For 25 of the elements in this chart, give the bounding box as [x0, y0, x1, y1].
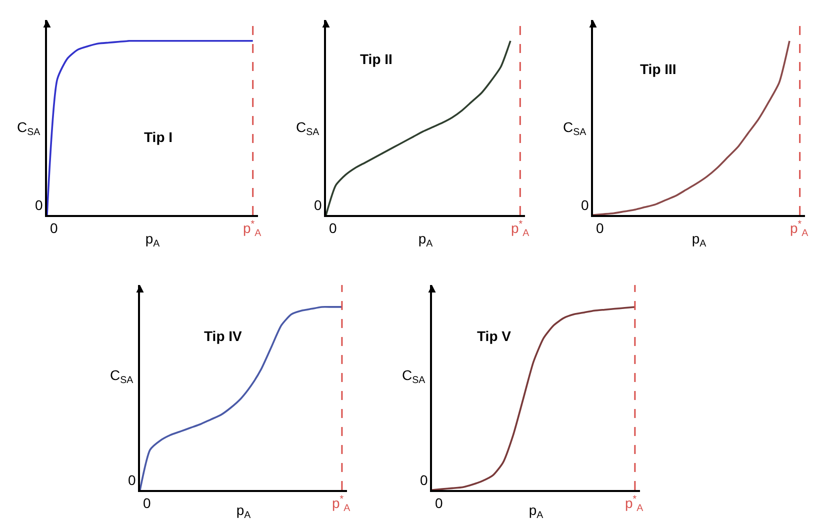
x-axis-title: p$_{A}$	[145, 230, 160, 250]
text: 0	[435, 495, 443, 511]
x-axis-title: p$_{A}$	[528, 502, 544, 521]
x-axis-title: p$_{A}$	[418, 230, 434, 250]
text: Tip III	[640, 61, 676, 77]
text: Tip V	[477, 328, 512, 344]
x-axis-title: p$_{A}$	[236, 502, 252, 521]
text: 0	[35, 197, 43, 213]
y-axis-title: C$_{SA}$	[563, 119, 587, 138]
text: 0	[50, 220, 58, 236]
text: 0	[420, 472, 428, 488]
y-axis-title: C$_{SA}$	[296, 119, 320, 138]
y-axis-title: C$_{SA}$	[402, 367, 426, 386]
text: 0	[128, 472, 136, 488]
text: Tip IV	[204, 328, 243, 344]
text: 0	[314, 197, 322, 213]
text: 0	[596, 220, 604, 236]
x-axis-title: p$_{A}$	[692, 230, 707, 250]
text: 0	[581, 197, 589, 213]
text: Tip II	[360, 51, 392, 67]
text: 0	[143, 495, 151, 511]
text: 0	[329, 220, 337, 236]
y-axis-title: C$_{SA}$	[110, 367, 134, 386]
text: Tip I	[144, 129, 173, 145]
y-axis-title: C$_{SA}$	[17, 119, 41, 138]
